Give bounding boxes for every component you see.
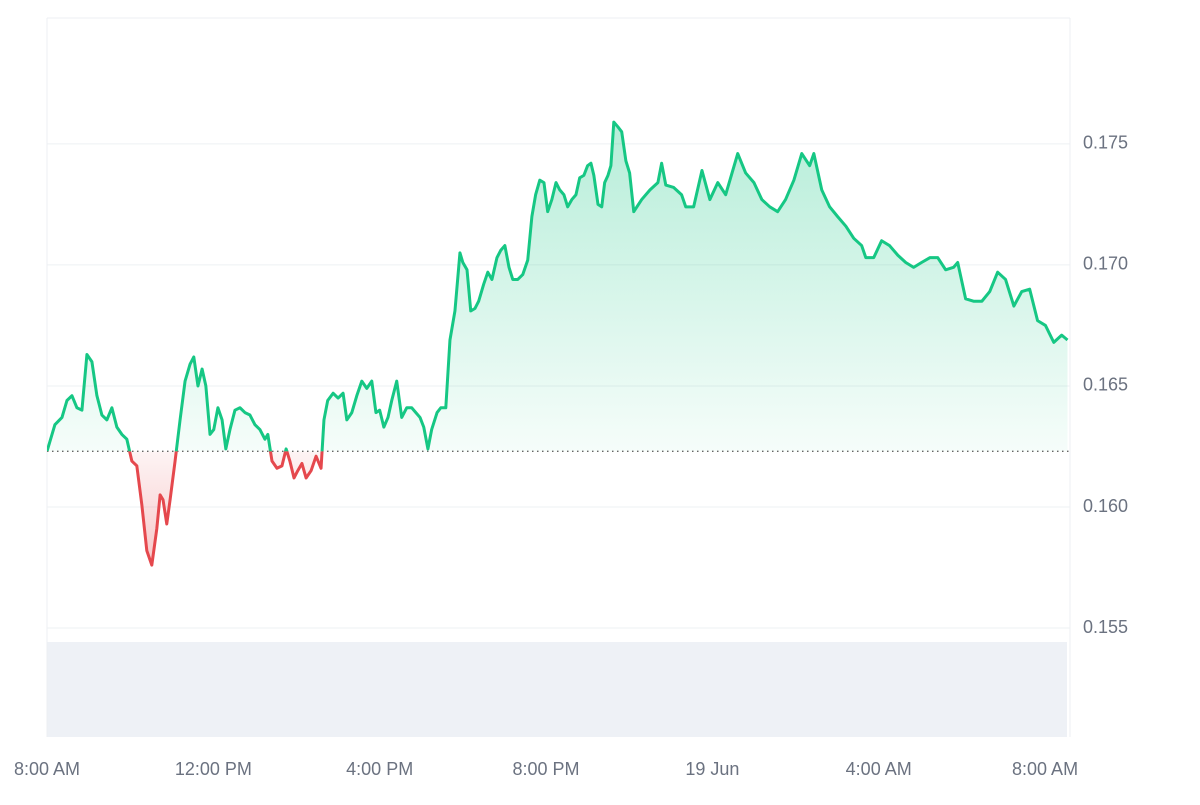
y-tick-label: 0.155 bbox=[1083, 617, 1128, 637]
x-tick-label: 4:00 AM bbox=[846, 759, 912, 779]
x-tick-label: 12:00 PM bbox=[175, 759, 252, 779]
volume-band bbox=[47, 642, 1067, 737]
x-tick-label: 19 Jun bbox=[685, 759, 739, 779]
y-tick-label: 0.170 bbox=[1083, 254, 1128, 274]
y-tick-label: 0.175 bbox=[1083, 133, 1128, 153]
y-tick-label: 0.165 bbox=[1083, 375, 1128, 395]
y-tick-label: 0.160 bbox=[1083, 496, 1128, 516]
x-tick-label: 8:00 PM bbox=[513, 759, 580, 779]
line-up bbox=[47, 120, 1069, 452]
x-tick-label: 8:00 AM bbox=[14, 759, 80, 779]
x-tick-label: 8:00 AM bbox=[1012, 759, 1078, 779]
x-tick-label: 4:00 PM bbox=[346, 759, 413, 779]
area-up bbox=[47, 122, 1068, 452]
